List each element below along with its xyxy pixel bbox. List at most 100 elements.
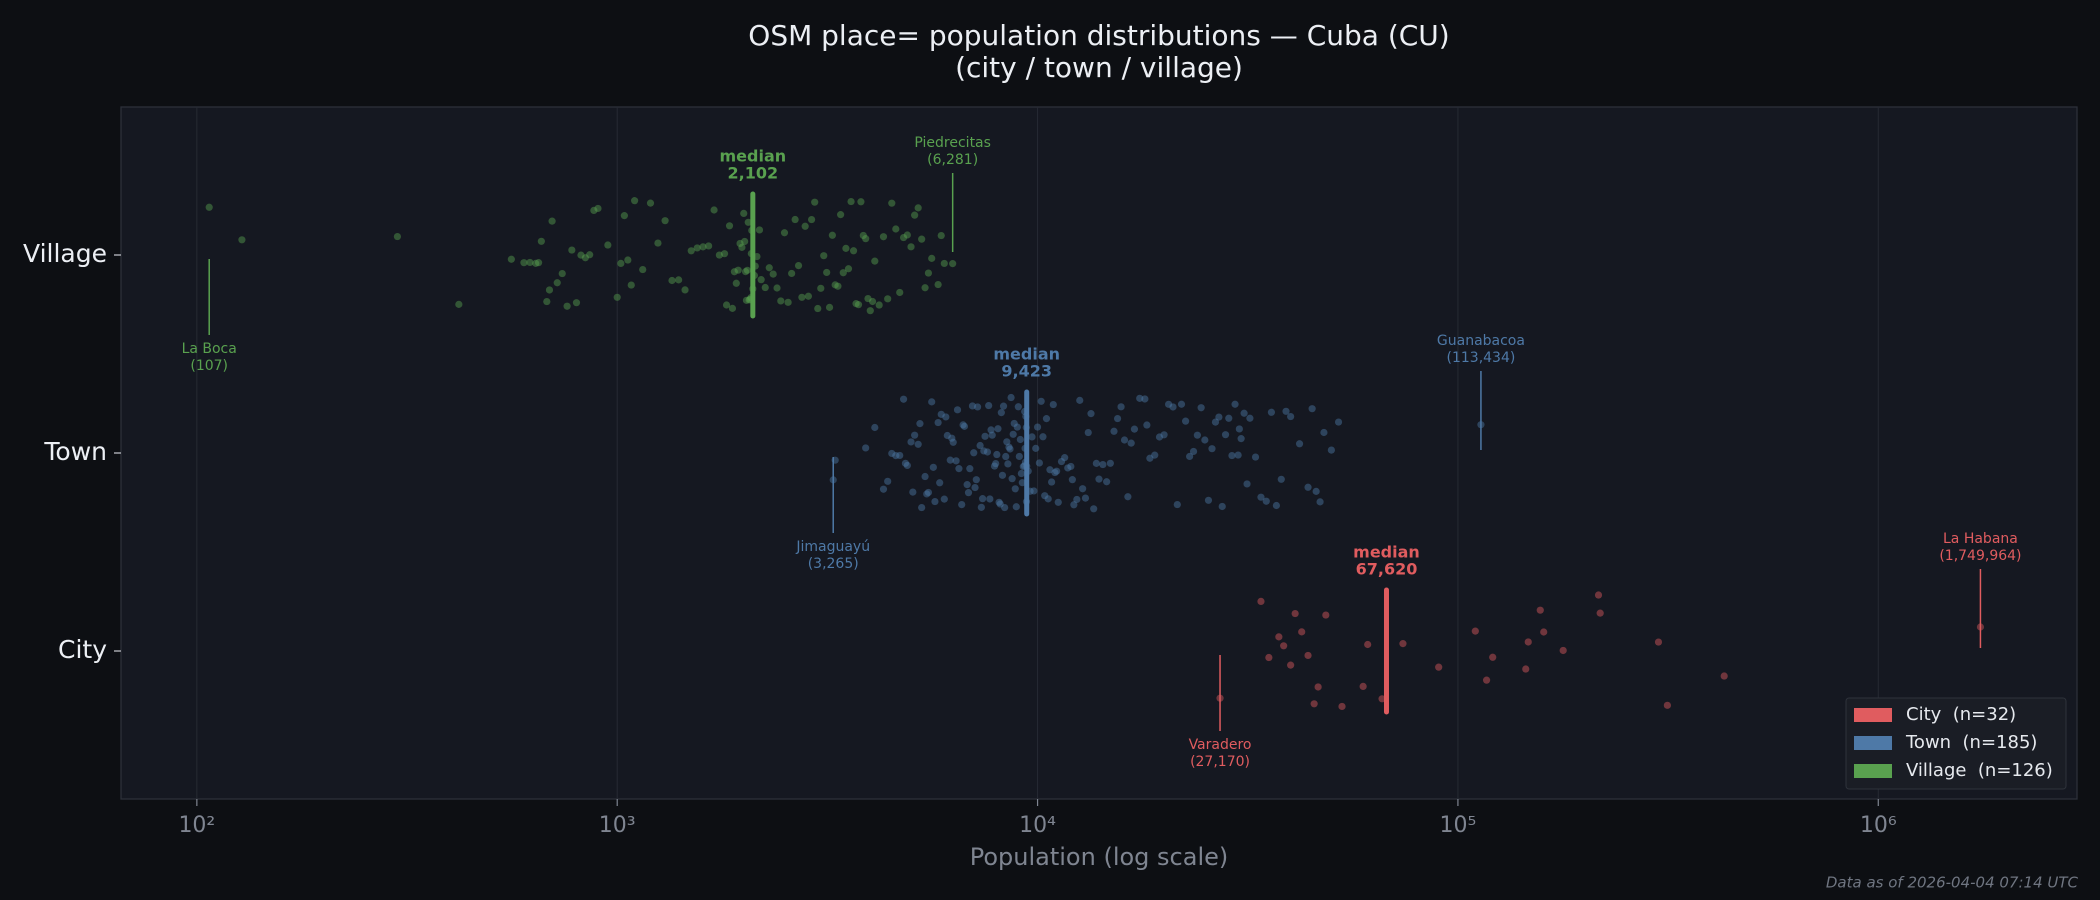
data-point — [553, 279, 561, 287]
data-point — [545, 286, 554, 294]
data-point — [1017, 469, 1025, 478]
data-point — [1110, 427, 1118, 435]
data-point — [875, 301, 883, 309]
min-annotation-name: La Boca — [182, 341, 237, 357]
data-point — [998, 471, 1007, 479]
data-point — [1304, 483, 1312, 491]
data-point — [999, 402, 1008, 410]
data-point — [1177, 400, 1186, 408]
data-point — [741, 237, 749, 246]
data-point — [1033, 423, 1042, 431]
data-point — [507, 255, 515, 263]
data-point — [839, 269, 847, 277]
data-point — [1076, 396, 1084, 404]
data-point — [1272, 501, 1281, 510]
data-point — [928, 398, 936, 406]
data-point — [654, 239, 662, 247]
data-point — [931, 497, 939, 506]
data-point — [1141, 395, 1149, 403]
median-title: median — [720, 147, 787, 166]
data-point — [238, 236, 246, 244]
data-point — [1103, 478, 1111, 486]
data-point — [1054, 498, 1062, 506]
data-point — [577, 251, 585, 259]
data-point — [866, 307, 874, 315]
y-tick-label: City — [58, 635, 107, 664]
data-point — [1006, 445, 1014, 453]
y-tick-label: Village — [23, 239, 107, 268]
data-point — [899, 395, 908, 403]
legend-label: Town (n=185) — [1905, 732, 2037, 753]
data-point — [687, 247, 695, 255]
data-point — [639, 265, 647, 274]
data-point — [613, 293, 621, 301]
data-point — [1322, 611, 1330, 619]
data-point — [581, 254, 589, 262]
data-point — [1295, 440, 1304, 448]
data-point — [1282, 407, 1290, 415]
data-point — [757, 276, 765, 284]
data-point — [1262, 497, 1270, 505]
max-annotation-name: Guanabacoa — [1437, 333, 1525, 349]
data-point — [1079, 485, 1087, 493]
data-point — [1014, 403, 1022, 411]
legend-box — [1845, 697, 2067, 790]
data-point — [976, 441, 984, 450]
legend-swatch — [1854, 708, 1892, 722]
data-point — [1435, 663, 1443, 671]
data-point — [1030, 487, 1038, 495]
data-point — [586, 251, 594, 259]
data-point — [899, 233, 908, 242]
data-point — [1359, 682, 1367, 690]
data-point — [924, 269, 933, 277]
data-point — [620, 212, 628, 220]
data-point — [857, 198, 865, 206]
data-point — [940, 495, 948, 503]
x-tick-label: 10³ — [599, 813, 636, 838]
data-point — [997, 409, 1005, 417]
data-point — [1117, 403, 1125, 411]
legend: City (n=32) Town (n=185) Village (n=126) — [1845, 697, 2067, 790]
data-point — [1287, 412, 1295, 421]
data-point — [1151, 451, 1159, 459]
data-point — [842, 244, 850, 252]
data-point — [1011, 485, 1019, 493]
data-point — [1032, 444, 1040, 452]
footnote: Data as of 2026-04-04 07:14 UTC — [1826, 874, 2079, 892]
data-point — [1312, 487, 1320, 495]
data-point — [705, 242, 713, 250]
data-point — [558, 269, 566, 278]
data-point — [1182, 417, 1190, 425]
data-point — [973, 403, 982, 411]
data-point — [828, 231, 836, 239]
data-point — [728, 304, 737, 312]
data-point — [1155, 433, 1164, 441]
data-point — [988, 431, 996, 439]
data-point — [1169, 403, 1177, 411]
data-point — [710, 206, 718, 214]
data-point — [811, 198, 819, 206]
data-point — [960, 422, 969, 430]
data-point — [820, 252, 828, 260]
data-point — [520, 259, 528, 267]
data-point — [968, 402, 977, 410]
data-point — [1007, 393, 1015, 402]
data-point — [1005, 443, 1013, 451]
data-point — [590, 206, 598, 214]
data-point — [918, 235, 926, 243]
data-point — [871, 257, 879, 265]
data-point — [814, 304, 822, 313]
data-point — [963, 481, 971, 489]
data-point — [1310, 700, 1318, 708]
data-point — [1218, 502, 1226, 511]
data-point — [1084, 428, 1092, 437]
data-point — [847, 197, 855, 206]
data-point — [921, 284, 929, 292]
data-point — [981, 432, 989, 440]
data-point — [1320, 428, 1328, 437]
data-point — [1070, 501, 1078, 509]
data-point — [971, 483, 979, 492]
data-point — [864, 294, 872, 303]
data-point — [992, 459, 1000, 468]
data-point — [1173, 500, 1181, 509]
